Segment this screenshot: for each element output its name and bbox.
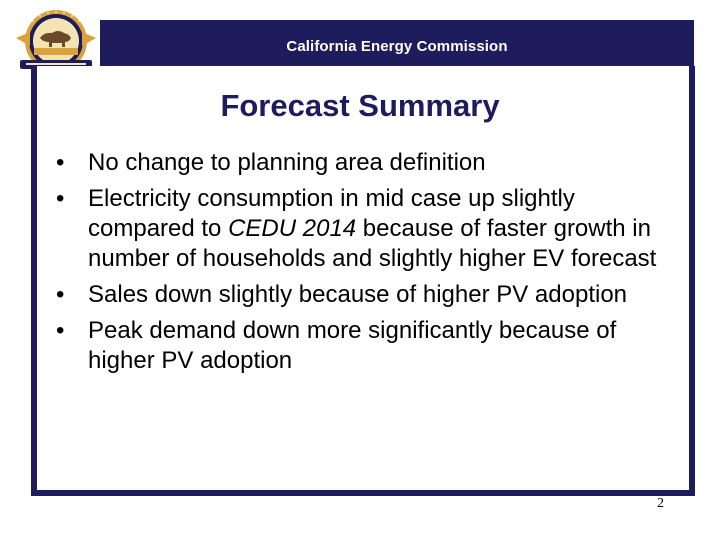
header-title: California Energy Commission — [286, 37, 508, 55]
bullet-list: • No change to planning area definition … — [56, 148, 676, 382]
bullet-text: No change to planning area definition — [88, 149, 486, 176]
bullet-dot-icon: • — [56, 185, 65, 212]
bullet-dot-icon: • — [56, 149, 65, 176]
bullet-item: • Electricity consumption in mid case up… — [56, 184, 676, 274]
bullet-text-part: because of faster growth in number of ho… — [88, 215, 657, 272]
bullet-text-part: Electricity consumption in mid case up s… — [88, 185, 575, 242]
slide-title: Forecast Summary — [220, 88, 500, 123]
header-band: California Energy Commission — [100, 20, 694, 66]
bullet-dot-icon: • — [56, 281, 65, 308]
bullet-text: Peak demand down more significantly beca… — [88, 317, 617, 374]
bullet-item: • Peak demand down more significantly be… — [56, 316, 676, 376]
bullet-text: Sales down slightly because of higher PV… — [88, 281, 628, 308]
page-number: 2 — [657, 496, 664, 511]
bullet-dot-icon: • — [56, 317, 65, 344]
content-frame — [31, 66, 695, 496]
bullet-item: • Sales down slightly because of higher … — [56, 280, 676, 310]
bullet-text: Electricity consumption in mid case up s… — [88, 185, 656, 272]
bullet-text-emphasis: CEDU 2014 — [228, 215, 357, 242]
california-energy-commission-seal-icon — [16, 10, 96, 72]
bullet-item: • No change to planning area definition — [56, 148, 676, 178]
